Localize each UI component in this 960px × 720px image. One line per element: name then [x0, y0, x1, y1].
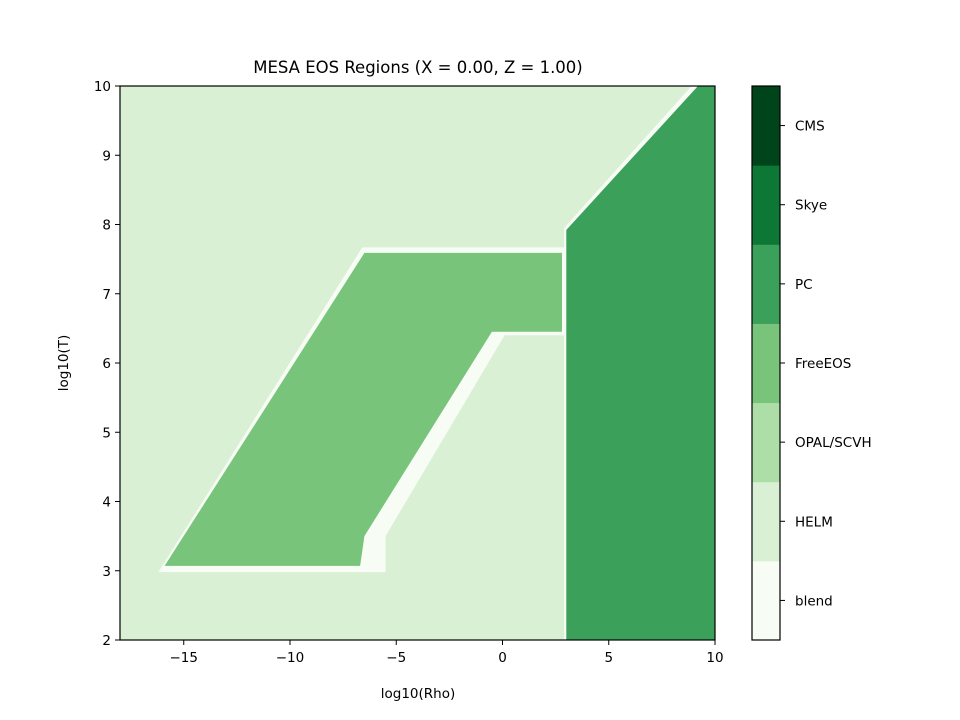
colorbar-swatch — [752, 165, 780, 245]
x-tick-label: 5 — [604, 650, 613, 666]
x-axis: −15 −10 −5 0 5 10 — [170, 640, 724, 666]
y-tick-label: 9 — [102, 148, 111, 164]
y-tick-label: 2 — [102, 633, 111, 649]
colorbar-label: CMS — [795, 119, 825, 135]
y-axis: 2 3 4 5 6 7 8 9 10 — [94, 79, 120, 649]
colorbar-swatch — [752, 244, 780, 324]
y-tick-label: 5 — [102, 425, 111, 441]
y-tick-label: 6 — [102, 356, 111, 372]
colorbar-label: OPAL/SCVH — [795, 435, 872, 451]
colorbar-label: blend — [795, 593, 833, 609]
x-tick-label: −10 — [276, 650, 305, 666]
y-tick-label: 10 — [94, 79, 111, 95]
x-tick-label: −5 — [386, 650, 406, 666]
colorbar-swatch — [752, 560, 780, 641]
colorbar: blend HELM OPAL/SCVH FreeEOS PC Skye CMS — [751, 85, 872, 641]
colorbar-swatch — [752, 402, 780, 483]
colorbar-label: Skye — [795, 198, 827, 214]
y-tick-label: 4 — [102, 495, 111, 511]
y-tick-label: 7 — [102, 287, 111, 303]
y-tick-label: 8 — [102, 218, 111, 234]
region-freeeos — [164, 252, 562, 566]
y-axis-label: log10(T) — [56, 335, 72, 392]
x-tick-label: −15 — [170, 650, 199, 666]
x-tick-label: 10 — [706, 650, 723, 666]
y-tick-label: 3 — [102, 564, 111, 580]
colorbar-swatch — [752, 481, 780, 562]
x-tick-label: 0 — [498, 650, 507, 666]
colorbar-swatch — [752, 323, 780, 404]
colorbar-swatch — [752, 86, 780, 166]
region-pc — [566, 86, 715, 640]
colorbar-label: PC — [795, 277, 813, 293]
x-axis-label: log10(Rho) — [381, 686, 456, 702]
region-layer — [120, 86, 715, 640]
colorbar-label: FreeEOS — [795, 356, 851, 372]
chart-title: MESA EOS Regions (X = 0.00, Z = 1.00) — [253, 58, 583, 77]
colorbar-label: HELM — [795, 514, 833, 530]
